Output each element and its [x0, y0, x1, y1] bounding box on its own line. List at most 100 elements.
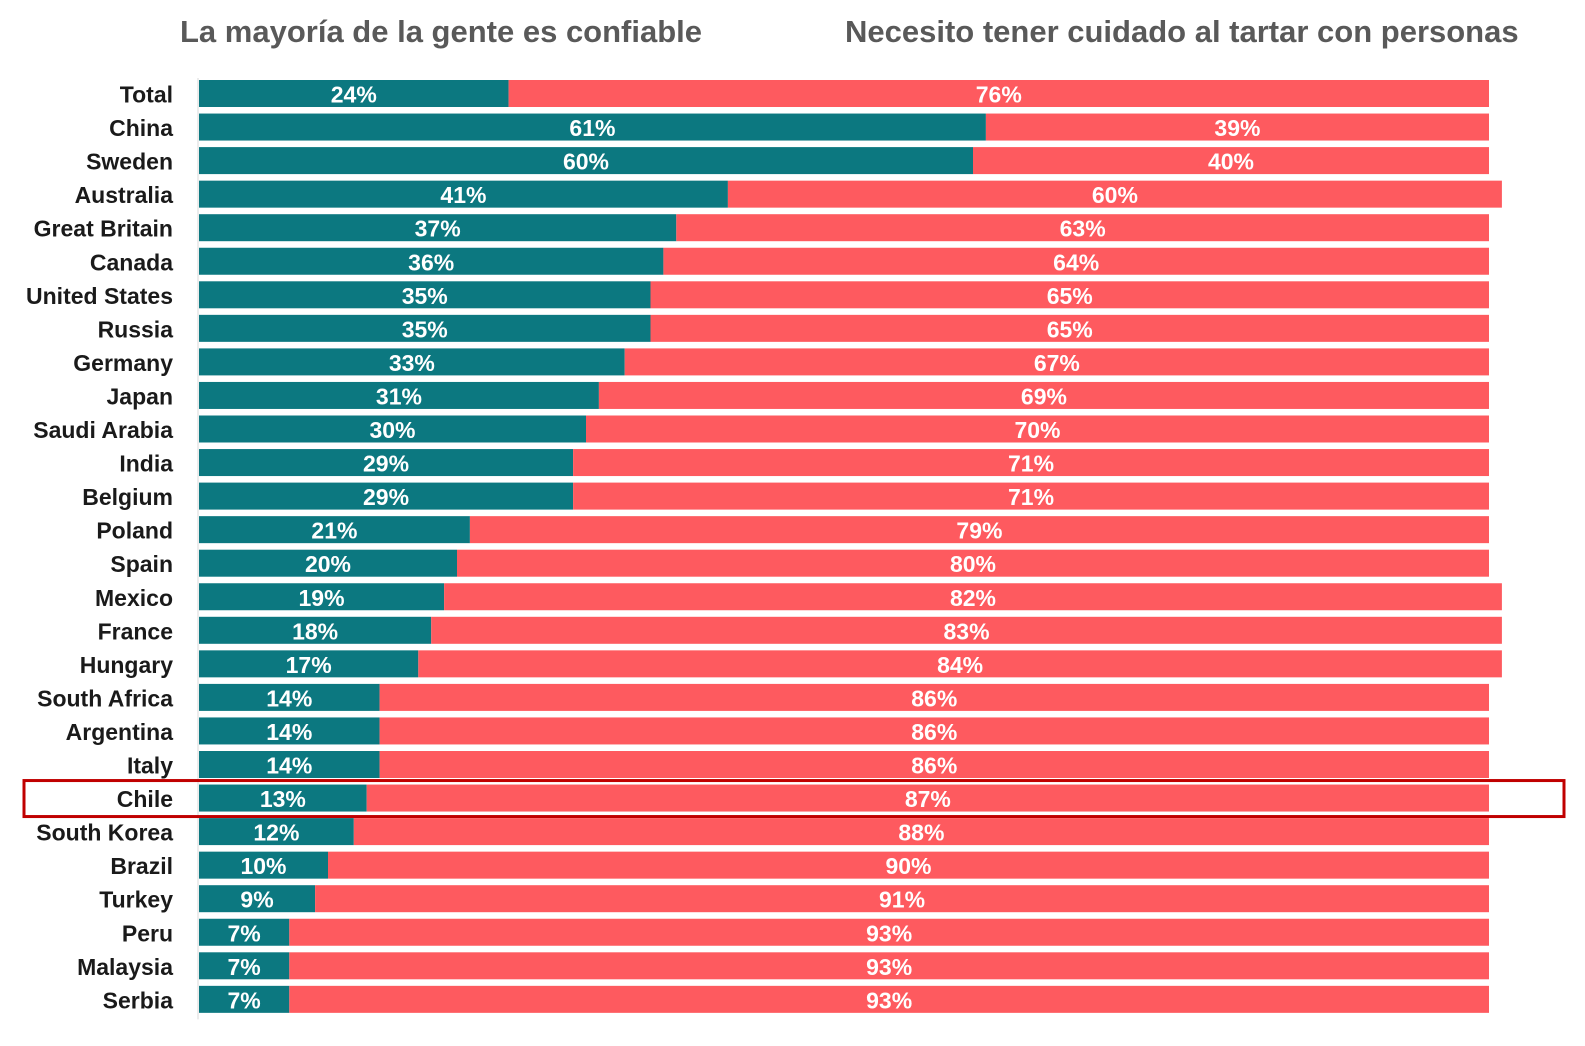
bar-mexico-series-0	[199, 583, 445, 611]
data-label-mexico-series-1: 82%	[950, 585, 996, 611]
bar-south-korea-series-0	[199, 818, 354, 846]
bar-poland-series-0	[199, 516, 470, 544]
data-label-south-korea-series-0: 12%	[253, 820, 299, 846]
data-label-japan-series-1: 69%	[1021, 383, 1067, 409]
bar-france-series-1	[431, 616, 1502, 644]
category-label-turkey: Turkey	[99, 887, 173, 913]
bar-belgium-series-1	[573, 482, 1489, 510]
bar-united-states-series-1	[650, 281, 1489, 309]
data-label-chile-series-1: 87%	[905, 786, 951, 812]
bar-india-series-1	[573, 449, 1489, 477]
bar-great-britain-series-0	[199, 214, 677, 242]
data-label-chile-series-0: 13%	[260, 786, 306, 812]
data-label-south-africa-series-0: 14%	[266, 685, 312, 711]
data-label-poland-series-1: 79%	[956, 518, 1002, 544]
category-label-japan: Japan	[107, 383, 173, 409]
bar-russia-series-1	[650, 314, 1489, 342]
legend-series-trust: La mayoría de la gente es confiable	[180, 14, 703, 49]
highlight-box-chile	[22, 779, 1566, 819]
data-label-poland-series-0: 21%	[311, 518, 357, 544]
data-label-italy-series-1: 86%	[911, 753, 957, 779]
bar-france-series-0	[199, 616, 432, 644]
data-label-hungary-series-0: 17%	[286, 652, 332, 678]
bar-italy-series-1	[379, 751, 1490, 778]
bar-hungary-series-0	[199, 650, 419, 678]
bar-serbia-series-0	[199, 985, 290, 1013]
category-label-russia: Russia	[98, 316, 174, 342]
bar-brazil-series-1	[328, 851, 1489, 879]
category-label-india: India	[119, 451, 173, 477]
bar-great-britain-series-1	[676, 214, 1489, 242]
category-label-south-africa: South Africa	[37, 685, 173, 711]
bar-total-series-0	[199, 80, 509, 107]
bar-peru-series-1	[289, 918, 1489, 946]
data-label-argentina-series-0: 14%	[266, 719, 312, 745]
data-label-russia-series-1: 65%	[1047, 316, 1093, 342]
data-label-japan-series-0: 31%	[376, 383, 422, 409]
category-label-australia: Australia	[75, 182, 174, 208]
data-label-sweden-series-1: 40%	[1208, 149, 1254, 175]
category-label-spain: Spain	[110, 551, 173, 577]
category-label-saudi-arabia: Saudi Arabia	[33, 417, 173, 443]
data-label-australia-series-1: 60%	[1092, 182, 1138, 208]
data-label-south-africa-series-1: 86%	[911, 685, 957, 711]
data-label-saudi-arabia-series-0: 30%	[369, 417, 415, 443]
data-label-france-series-0: 18%	[292, 618, 338, 644]
bar-spain-series-0	[199, 549, 457, 577]
category-label-great-britain: Great Britain	[34, 216, 173, 242]
data-label-spain-series-1: 80%	[950, 551, 996, 577]
data-label-great-britain-series-0: 37%	[415, 216, 461, 242]
category-label-mexico: Mexico	[95, 585, 173, 611]
data-label-australia-series-0: 41%	[440, 182, 486, 208]
data-label-germany-series-1: 67%	[1034, 350, 1080, 376]
data-label-united-states-series-1: 65%	[1047, 283, 1093, 309]
data-label-brazil-series-0: 10%	[240, 853, 286, 879]
category-label-italy: Italy	[127, 753, 173, 779]
bar-saudi-arabia-series-0	[199, 415, 586, 443]
category-label-sweden: Sweden	[86, 149, 173, 175]
bar-chile-series-1	[366, 784, 1490, 812]
bar-germany-series-1	[624, 348, 1489, 376]
bar-sweden-series-0	[199, 147, 973, 175]
category-label-united-states: United States	[26, 283, 173, 309]
data-label-canada-series-0: 36%	[408, 249, 454, 275]
data-label-belgium-series-0: 29%	[363, 484, 409, 510]
bar-belgium-series-0	[199, 482, 574, 510]
bar-south-korea-series-1	[353, 818, 1489, 846]
bar-argentina-series-1	[379, 717, 1490, 745]
bar-poland-series-1	[469, 516, 1489, 544]
data-label-mexico-series-0: 19%	[299, 585, 345, 611]
bar-south-africa-series-0	[199, 683, 380, 711]
category-label-chile: Chile	[117, 786, 173, 812]
bar-turkey-series-1	[315, 885, 1490, 913]
data-label-germany-series-0: 33%	[389, 350, 435, 376]
data-label-total-series-0: 24%	[331, 82, 377, 108]
category-label-argentina: Argentina	[66, 719, 174, 745]
bar-japan-series-1	[598, 381, 1489, 409]
data-label-south-korea-series-1: 88%	[898, 820, 944, 846]
data-label-argentina-series-1: 86%	[911, 719, 957, 745]
bar-sweden-series-1	[973, 147, 1489, 175]
data-label-saudi-arabia-series-1: 70%	[1014, 417, 1060, 443]
bar-united-states-series-0	[199, 281, 651, 309]
data-label-united-states-series-0: 35%	[402, 283, 448, 309]
data-label-malaysia-series-0: 7%	[228, 954, 261, 980]
bar-china-series-0	[199, 113, 986, 141]
data-label-france-series-1: 83%	[944, 618, 990, 644]
data-label-india-series-1: 71%	[1008, 451, 1054, 477]
data-label-italy-series-0: 14%	[266, 753, 312, 779]
bar-australia-series-1	[727, 180, 1502, 208]
bar-malaysia-series-0	[199, 952, 290, 980]
data-label-turkey-series-0: 9%	[240, 887, 273, 913]
bar-spain-series-1	[457, 549, 1489, 577]
category-label-hungary: Hungary	[80, 652, 174, 678]
bar-australia-series-0	[199, 180, 728, 208]
data-label-total-series-1: 76%	[976, 82, 1022, 108]
category-label-china: China	[109, 115, 173, 141]
category-label-belgium: Belgium	[82, 484, 173, 510]
bar-turkey-series-0	[199, 885, 316, 913]
data-label-serbia-series-1: 93%	[866, 987, 912, 1013]
data-label-peru-series-0: 7%	[228, 920, 261, 946]
bar-malaysia-series-1	[289, 952, 1489, 980]
bar-canada-series-1	[663, 247, 1489, 275]
